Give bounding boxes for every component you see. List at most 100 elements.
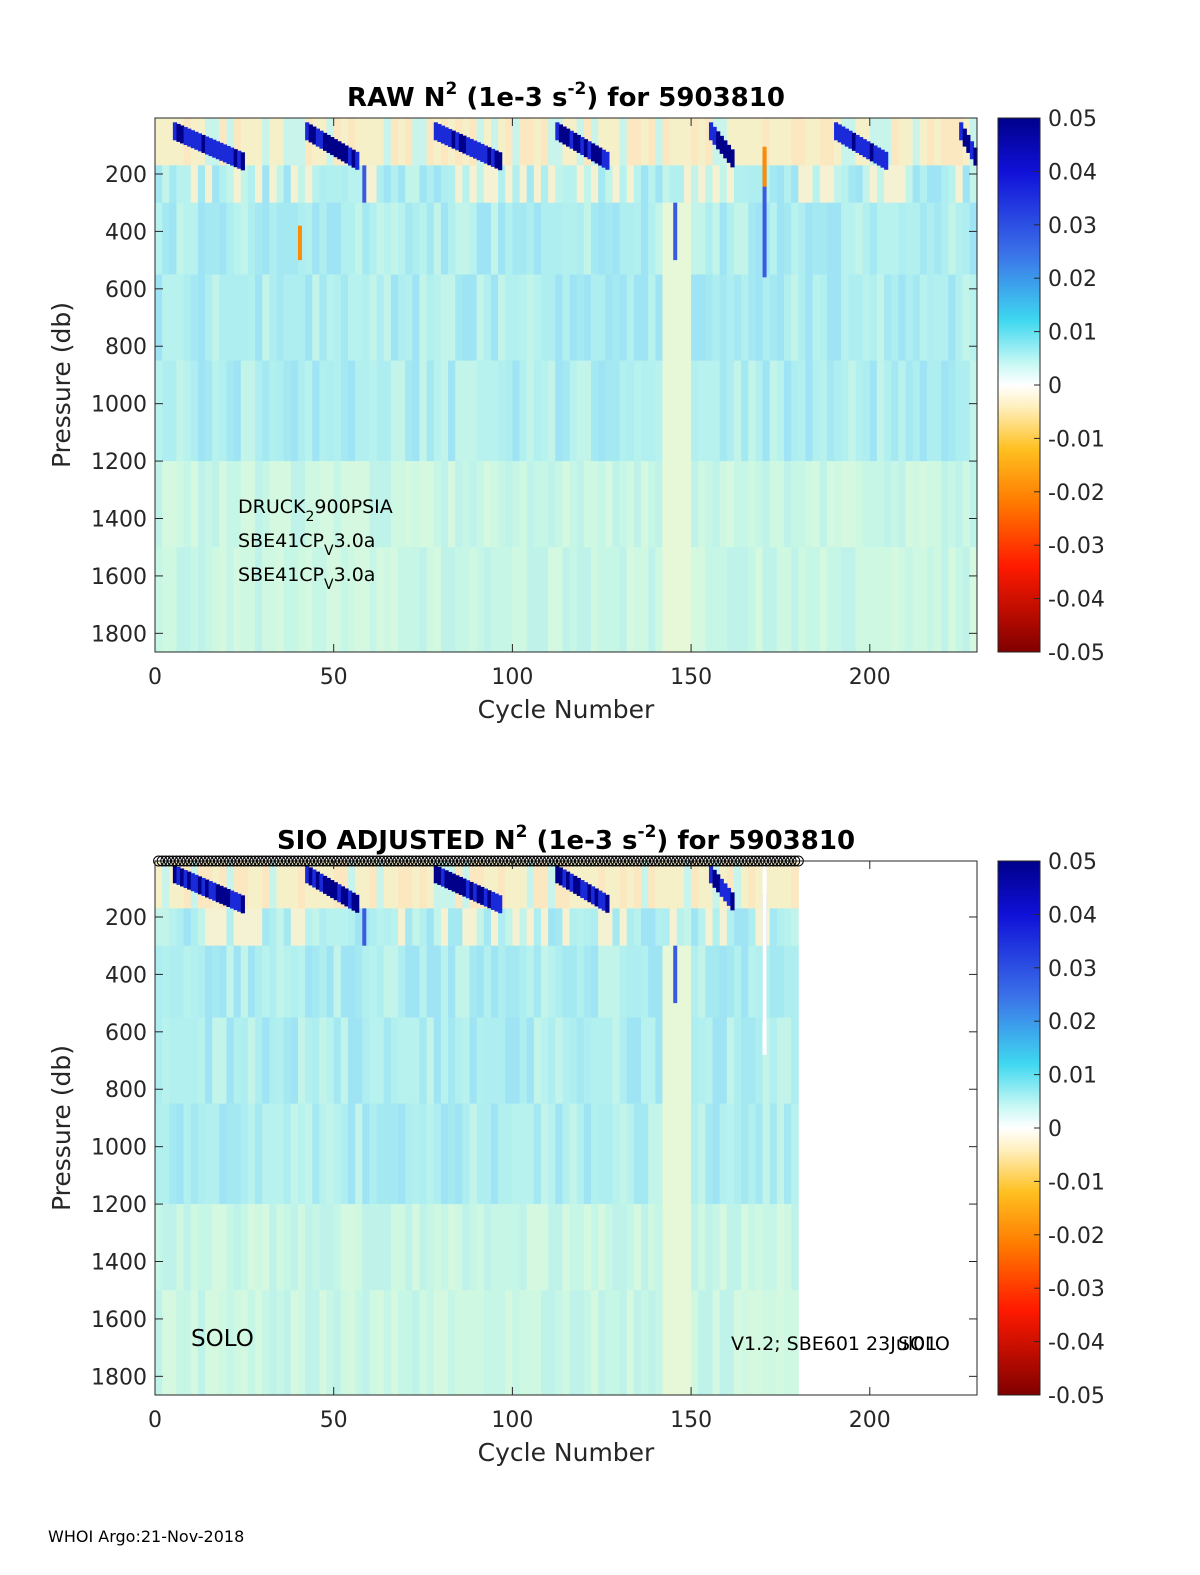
heatmap-cell: [476, 202, 485, 275]
cycle-marker: [639, 855, 651, 867]
heatmap-feature: [573, 875, 578, 894]
heatmap-cell: [655, 1290, 663, 1396]
cycle-marker: [371, 855, 383, 867]
heatmap-cell: [269, 202, 278, 275]
heatmap-cell: [426, 1103, 435, 1205]
heatmap-cell: [648, 1103, 656, 1205]
cycle-marker: [528, 855, 540, 867]
heatmap-cell: [705, 1103, 714, 1205]
heatmap-cell: [919, 165, 928, 204]
heatmap-cell: [476, 861, 485, 909]
heatmap-cell: [347, 945, 356, 1018]
heatmap-cell: [655, 861, 663, 909]
heatmap-cell: [412, 165, 420, 204]
heatmap-cell: [784, 547, 792, 653]
heatmap-cell: [855, 461, 864, 548]
heatmap-cell: [412, 1290, 420, 1396]
heatmap-cell: [591, 118, 599, 166]
heatmap-cell: [683, 118, 692, 166]
heatmap-cell: [841, 360, 849, 462]
cycle-marker: [599, 855, 611, 867]
heatmap-cell: [319, 1204, 328, 1291]
heatmap-feature: [351, 149, 356, 168]
heatmap-cell: [769, 1017, 778, 1105]
heatmap-cell: [591, 861, 599, 909]
cycle-marker: [163, 855, 175, 867]
heatmap-cell: [455, 360, 463, 462]
heatmap-cell: [605, 1103, 613, 1205]
heatmap-cell: [869, 360, 878, 462]
heatmap-cell: [512, 118, 521, 166]
heatmap-cell: [726, 461, 735, 548]
heatmap-cell: [841, 547, 849, 653]
colorbar-tick-label: 0.02: [1048, 267, 1097, 292]
heatmap-cell: [347, 861, 356, 909]
heatmap-feature: [462, 135, 467, 154]
heatmap-cell: [526, 945, 535, 1018]
heatmap-cell: [355, 165, 363, 204]
heatmap-feature: [201, 134, 206, 153]
heatmap-cell: [619, 274, 628, 362]
heatmap-cell: [390, 1204, 399, 1291]
heatmap-cell: [705, 165, 714, 204]
heatmap-cell: [290, 945, 299, 1018]
heatmap-cell: [255, 461, 263, 548]
heatmap-feature: [494, 150, 499, 169]
heatmap-cell: [440, 360, 449, 462]
heatmap-cell: [262, 547, 270, 653]
heatmap-cell: [362, 1204, 370, 1291]
heatmap-cell: [369, 202, 378, 275]
heatmap-cell: [505, 461, 513, 548]
cycle-marker: [485, 855, 497, 867]
heatmap-cell: [476, 165, 485, 204]
heatmap-cell: [655, 945, 663, 1018]
heatmap-cell: [526, 861, 535, 909]
heatmap-cell: [562, 1290, 571, 1396]
heatmap-cell: [190, 1204, 199, 1291]
y-tick-label: 600: [105, 1021, 147, 1046]
heatmap-cell: [490, 861, 499, 909]
heatmap-cell: [269, 118, 278, 166]
heatmap-cell: [583, 1103, 592, 1205]
heatmap-feature: [344, 888, 349, 907]
heatmap-cell: [769, 202, 778, 275]
heatmap-cell: [448, 274, 456, 362]
heatmap-cell: [333, 1290, 342, 1396]
chart-adjusted-xlabel: Cycle Number: [478, 1438, 655, 1467]
heatmap-cell: [533, 908, 542, 947]
heatmap-cell: [662, 1290, 671, 1396]
heatmap-feature: [190, 873, 195, 892]
heatmap-cell: [155, 274, 163, 362]
heatmap-cell: [769, 1103, 778, 1205]
heatmap-cell: [648, 461, 656, 548]
heatmap-feature: [233, 892, 238, 911]
cycle-marker: [170, 855, 182, 867]
heatmap-cell: [676, 861, 685, 909]
heatmap-cell: [383, 165, 392, 204]
heatmap-cell: [205, 1204, 213, 1291]
heatmap-cell: [855, 360, 864, 462]
heatmap-cell: [676, 1290, 685, 1396]
heatmap-cell: [676, 1103, 685, 1205]
heatmap-feature: [480, 886, 485, 905]
heatmap-cell: [333, 1103, 342, 1205]
heatmap-cell: [390, 165, 399, 204]
heatmap-cell: [662, 461, 671, 548]
heatmap-cell: [683, 861, 692, 909]
heatmap-cell: [619, 1017, 628, 1105]
heatmap-cell: [791, 274, 799, 362]
colorbar-tick-label: 0: [1048, 1117, 1062, 1142]
heatmap-cell: [283, 861, 292, 909]
heatmap-cell: [212, 360, 220, 462]
heatmap-cell: [683, 165, 692, 204]
heatmap-cell: [869, 274, 878, 362]
y-tick-label: 800: [105, 335, 147, 360]
heatmap-cell: [376, 1017, 385, 1105]
heatmap-cell: [605, 1290, 613, 1396]
heatmap-cell: [569, 547, 578, 653]
cycle-marker: [782, 855, 794, 867]
heatmap-cell: [226, 118, 235, 166]
heatmap-cell: [698, 908, 706, 947]
heatmap-cell: [733, 945, 742, 1018]
heatmap-cell: [326, 547, 335, 653]
